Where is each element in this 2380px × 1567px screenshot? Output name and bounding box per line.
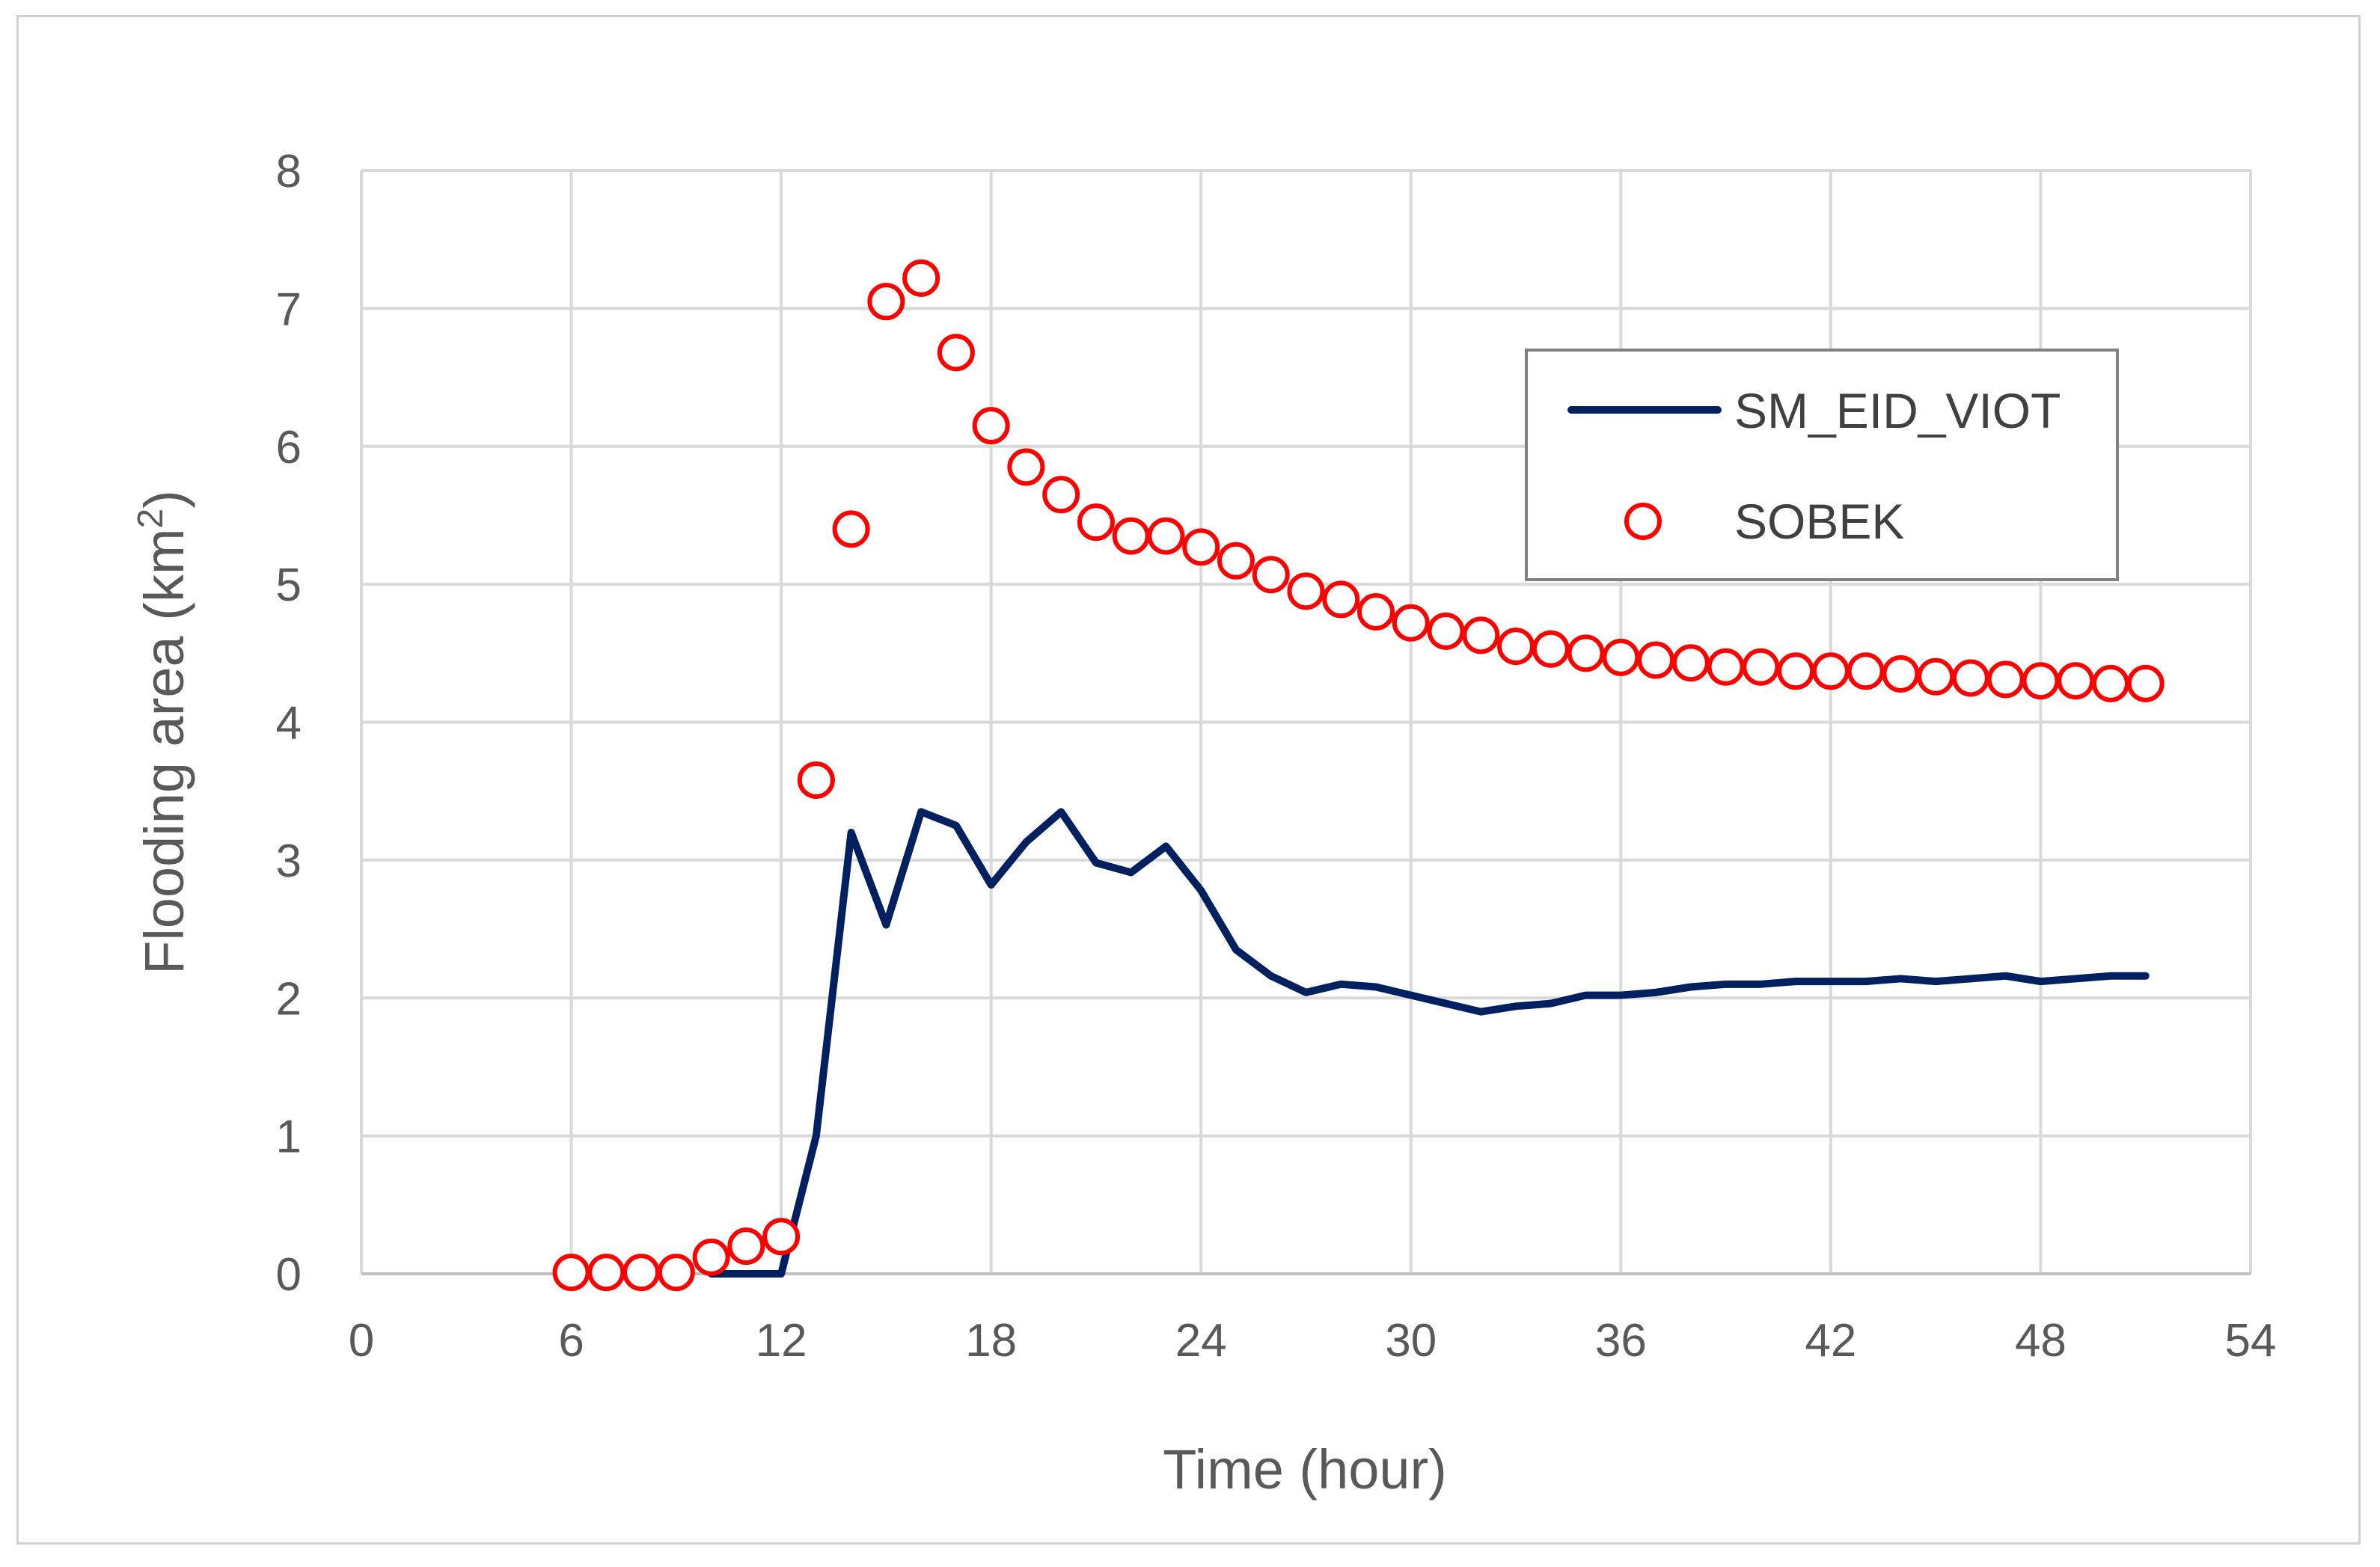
data-point-SOBEK [1671,644,1710,682]
y-tick-label: 4 [276,698,302,749]
legend-marker-swatch [1624,503,1662,540]
grid-lines [360,169,2252,1274]
data-point-SOBEK [1847,652,1885,690]
series-layer [552,259,2165,1292]
data-point-SOBEK [2126,664,2165,702]
data-point-SOBEK [762,1218,801,1256]
y-tick-label: 3 [276,835,302,887]
data-point-SOBEK [1217,542,1255,580]
data-point-SOBEK [1287,572,1325,610]
data-point-SOBEK [1811,652,1850,690]
data-point-SOBEK [937,334,975,372]
x-tick-label: 42 [1805,1315,1856,1367]
data-point-SOBEK [1042,476,1080,514]
data-point-SOBEK [1462,616,1500,654]
data-point-SOBEK [1777,652,1815,690]
data-point-SOBEK [1986,660,2025,699]
data-point-SOBEK [1567,634,1605,672]
data-point-SOBEK [797,761,835,799]
data-point-SOBEK [1322,580,1360,619]
data-point-SOBEK [1917,657,1955,696]
data-point-SOBEK [657,1254,695,1292]
data-point-SOBEK [727,1227,765,1266]
x-tick-label: 6 [558,1315,584,1367]
x-tick-label: 24 [1175,1315,1227,1367]
x-tick-label: 12 [756,1315,807,1367]
data-point-SOBEK [2091,664,2129,702]
y-tick-label: 5 [276,559,302,611]
x-tick-label: 54 [2225,1315,2277,1367]
data-point-SOBEK [902,259,940,297]
data-point-SOBEK [552,1254,590,1292]
data-point-SOBEK [1742,648,1780,686]
data-point-SOBEK [622,1254,661,1292]
data-point-SOBEK [1951,659,1989,697]
y-axis-label-superscript: 2 [131,509,171,529]
legend: SM_EID_VIOT SOBEK [1525,349,2119,581]
y-axis-label: Flooding area (km2) [131,490,195,975]
legend-label-series-2: SOBEK [1734,494,1904,549]
legend-label-series-1: SM_EID_VIOT [1734,383,2061,438]
chart-frame [16,15,2361,1545]
y-tick-label: 2 [276,973,302,1025]
data-point-SOBEK [1882,654,1920,693]
data-point-SOBEK [1007,448,1045,486]
data-point-SOBEK [692,1238,730,1276]
data-point-SOBEK [1182,528,1220,566]
y-axis-label-main: Flooding area (km [133,528,195,974]
data-point-SOBEK [832,510,870,548]
data-point-SOBEK [1602,638,1640,676]
data-point-SOBEK [1357,593,1395,631]
data-point-SOBEK [1532,630,1570,668]
data-point-SOBEK [1252,556,1290,594]
x-tick-label: 0 [349,1315,374,1367]
data-point-SOBEK [1497,628,1535,666]
y-tick-label: 8 [276,146,302,197]
data-point-SOBEK [2022,662,2060,700]
x-tick-label: 30 [1385,1315,1437,1367]
data-point-SOBEK [1637,641,1675,679]
data-point-SOBEK [1427,612,1465,650]
x-axis-label: Time (hour) [1163,1438,1447,1500]
data-point-SOBEK [1707,648,1745,686]
data-point-SOBEK [1147,517,1185,555]
data-point-SOBEK [1112,517,1150,555]
x-tick-label: 48 [2015,1315,2067,1367]
y-tick-label: 6 [276,422,302,473]
x-tick-label: 36 [1595,1315,1647,1367]
data-point-SOBEK [1077,503,1115,542]
y-tick-label: 7 [276,283,302,335]
y-tick-label: 0 [276,1249,302,1301]
x-tick-label: 18 [965,1315,1017,1367]
data-point-SOBEK [972,407,1010,445]
data-point-SOBEK [867,283,905,321]
legend-box [1525,349,2119,581]
data-point-SOBEK [587,1254,625,1292]
y-tick-label: 1 [276,1111,302,1163]
series-line-SM_EID_VIOT [707,808,2150,1278]
data-point-SOBEK [1392,604,1430,642]
y-axis-label-close: ) [133,490,195,509]
data-point-SOBEK [2057,662,2095,700]
